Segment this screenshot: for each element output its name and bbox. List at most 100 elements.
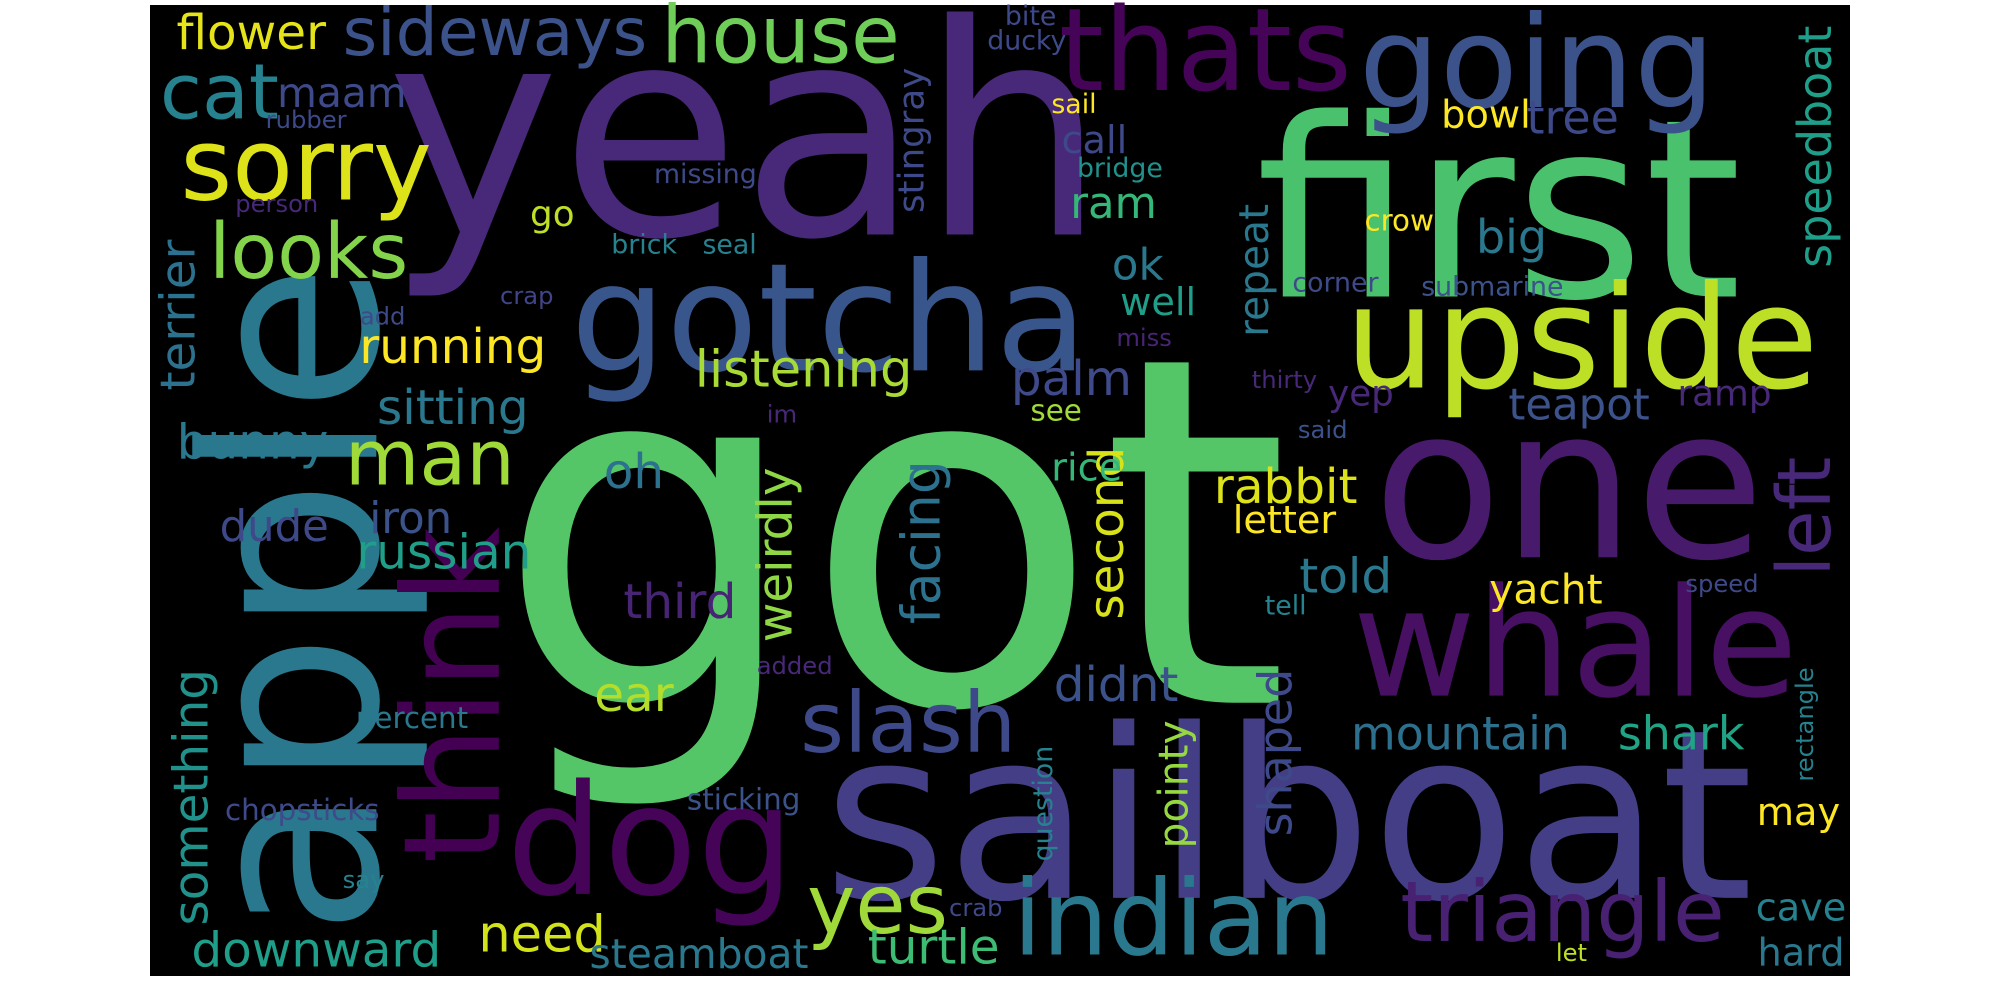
word: slash	[800, 674, 1016, 772]
word: stingray	[891, 68, 932, 214]
word: palm	[1011, 351, 1132, 407]
word: crab	[949, 894, 1003, 922]
word: didnt	[1054, 657, 1179, 713]
word: ok	[1112, 240, 1164, 290]
word: dude	[220, 502, 329, 552]
word: oh	[604, 444, 664, 500]
word: indian	[1013, 857, 1334, 979]
word: person	[235, 190, 318, 218]
word: go	[530, 194, 575, 235]
word: told	[1299, 549, 1392, 605]
word: question	[1028, 746, 1059, 862]
word: listening	[695, 340, 913, 399]
word: crow	[1365, 204, 1434, 238]
word: bite	[1005, 1, 1056, 32]
word: weirdly	[748, 467, 804, 642]
word: think	[375, 526, 531, 863]
word: maam	[277, 69, 406, 117]
word: sticking	[687, 783, 800, 817]
word: looks	[209, 208, 408, 297]
word: terrier	[151, 239, 207, 390]
word: crap	[500, 282, 554, 310]
word: left	[1762, 457, 1848, 577]
word: steamboat	[590, 930, 809, 978]
word: yeah	[386, 0, 1106, 304]
word: shaped	[1249, 669, 1303, 837]
word: need	[478, 905, 606, 964]
word: ear	[594, 667, 674, 723]
word: cat	[160, 49, 279, 138]
word: russian	[356, 524, 531, 580]
word: man	[345, 415, 515, 504]
word: hard	[1758, 930, 1845, 975]
word: letter	[1233, 498, 1337, 543]
word: sailboat	[823, 679, 1753, 954]
word: upside	[1345, 255, 1819, 422]
word: seal	[702, 229, 756, 260]
word: ram	[1070, 179, 1157, 229]
word: tell	[1265, 590, 1307, 621]
word: one	[1373, 362, 1765, 607]
word: second	[1079, 447, 1135, 620]
word: corner	[1292, 268, 1378, 299]
word: yacht	[1489, 565, 1602, 613]
word: yep	[1328, 374, 1394, 415]
word: rabbit	[1214, 459, 1358, 515]
word: repeat	[1230, 204, 1278, 337]
word: downward	[191, 922, 441, 978]
word: whale	[1353, 557, 1798, 732]
word: let	[1556, 939, 1587, 967]
word: sideways	[343, 0, 648, 71]
word: going	[1359, 0, 1715, 138]
word: tree	[1527, 90, 1619, 144]
cloud-background	[150, 5, 1850, 976]
word: rectangle	[1791, 667, 1819, 781]
word: sail	[1051, 89, 1096, 120]
word: thats	[1059, 0, 1352, 118]
word: pointy	[1149, 720, 1197, 848]
word: say	[343, 866, 385, 894]
word: submarine	[1421, 271, 1563, 302]
word: turtle	[868, 920, 1000, 976]
word: something	[163, 669, 219, 926]
word: big	[1476, 210, 1547, 264]
word: teapot	[1508, 381, 1649, 431]
word: chopsticks	[225, 793, 380, 827]
word: percent	[356, 701, 468, 735]
word: mountain	[1351, 706, 1570, 760]
word: third	[623, 574, 736, 630]
word: well	[1120, 280, 1196, 325]
word: speed	[1685, 570, 1758, 598]
word: got	[496, 254, 1290, 818]
word: added	[757, 652, 833, 680]
word: shark	[1618, 706, 1745, 760]
word: brick	[611, 229, 677, 260]
word: rubber	[266, 106, 347, 134]
word: missing	[654, 159, 757, 190]
word: iron	[369, 494, 452, 544]
word: first	[1256, 65, 1742, 355]
word: ramp	[1677, 374, 1771, 415]
word: bowl	[1441, 92, 1531, 137]
word: triangle	[1400, 863, 1725, 961]
word: rice	[1051, 446, 1122, 491]
word: sitting	[377, 380, 529, 436]
word: house	[661, 0, 899, 82]
word: ducky	[987, 25, 1066, 56]
word: add	[360, 302, 406, 330]
word: gotcha	[571, 231, 1088, 406]
word: bridge	[1077, 153, 1163, 184]
word: facing	[889, 460, 952, 624]
word: dog	[507, 753, 795, 931]
word: call	[1062, 118, 1128, 163]
word: sorry	[180, 108, 432, 223]
word: bunny	[177, 415, 329, 471]
word: cave	[1756, 886, 1847, 931]
word: speedboat	[1788, 26, 1842, 268]
word: miss	[1116, 324, 1172, 352]
word: see	[1030, 394, 1081, 428]
word: said	[1298, 416, 1348, 444]
